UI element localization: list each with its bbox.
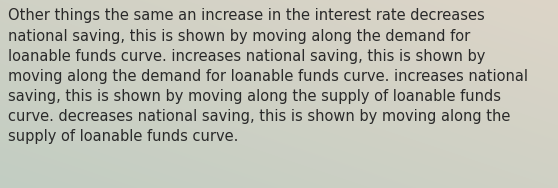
Text: Other things the same an increase in the interest rate decreases
national saving: Other things the same an increase in the…: [8, 8, 528, 144]
